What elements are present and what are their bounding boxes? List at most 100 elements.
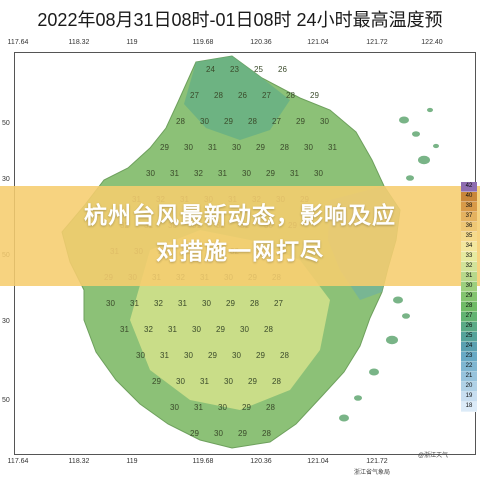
temperature-value: 30 [314,169,323,178]
temperature-value: 32 [194,169,203,178]
legend-swatch: 33 [461,252,477,262]
temperature-value: 30 [192,325,201,334]
top-longitude-axis: 117.64 118.32 119 119.68 120.36 121.04 1… [0,39,480,51]
temperature-value: 30 [232,143,241,152]
lon-tick-label: 122.40 [421,39,443,46]
temperature-value: 26 [238,91,247,100]
temperature-value: 30 [214,429,223,438]
temperature-value: 23 [230,65,239,74]
temperature-value: 25 [254,65,263,74]
temperature-value: 30 [304,143,313,152]
headline-line-1: 杭州台风最新动态，影响及应 [84,203,396,229]
temperature-value: 31 [290,169,299,178]
temperature-value: 27 [190,91,199,100]
legend-swatch: 28 [461,302,477,312]
lon-tick-label: 119.68 [192,458,214,465]
island-shape [433,143,439,149]
headline-banner [0,186,480,286]
temperature-value: 29 [242,403,251,412]
island-shape [339,414,349,422]
temperature-value: 29 [160,143,169,152]
temperature-value: 30 [184,143,193,152]
temperature-value: 31 [170,169,179,178]
temperature-value: 31 [160,351,169,360]
temperature-value: 28 [280,351,289,360]
legend-swatch: 40 [461,192,477,202]
island-shape [402,313,410,319]
lon-tick-label: 121.72 [366,458,388,465]
lat-tick-label: 50 [2,120,10,127]
temperature-value: 31 [200,377,209,386]
legend-swatch: 34 [461,242,477,252]
temperature-value: 28 [176,117,185,126]
temperature-value: 24 [206,65,215,74]
temperature-value: 29 [216,325,225,334]
temperature-value: 30 [242,169,251,178]
temperature-value: 28 [264,325,273,334]
lon-tick-label: 118.32 [68,39,90,46]
temperature-value: 29 [256,143,265,152]
temperature-value: 29 [152,377,161,386]
temperature-value: 31 [194,403,203,412]
temperature-value: 29 [266,169,275,178]
temperature-value: 30 [232,351,241,360]
lon-tick-label: 120.36 [250,458,272,465]
temperature-value: 30 [176,377,185,386]
cool-north-region [184,56,290,140]
legend-swatch: 18 [461,402,477,412]
legend-swatch: 36 [461,222,477,232]
island-shape [393,296,403,304]
temperature-value: 28 [272,377,281,386]
temperature-value: 31 [130,299,139,308]
temperature-value: 29 [256,351,265,360]
island-shape [412,131,420,137]
temperature-value: 32 [144,325,153,334]
temperature-value: 30 [106,299,115,308]
temperature-value: 27 [262,91,271,100]
legend-swatch: 29 [461,292,477,302]
temperature-value: 30 [320,117,329,126]
lon-tick-label: 120.36 [250,39,272,46]
temperature-value: 28 [248,117,257,126]
map-title: 2022年08月31日08时-01日08时 24小时最高温度预 [37,10,443,30]
temperature-value: 31 [168,325,177,334]
temperature-value: 28 [286,91,295,100]
lon-tick-label: 117.64 [7,39,29,46]
island-shape [369,368,379,376]
lon-tick-label: 119 [126,458,138,465]
temperature-value: 28 [250,299,259,308]
temperature-value: 31 [218,169,227,178]
lat-tick-label: 50 [2,397,10,404]
temperature-value: 27 [272,117,281,126]
temperature-value: 29 [226,299,235,308]
temperature-value: 29 [238,429,247,438]
lon-tick-label: 119.68 [192,39,214,46]
watermark-label: @浙江天气 [418,453,449,459]
temperature-value: 31 [208,143,217,152]
temperature-value: 32 [154,299,163,308]
temperature-value: 26 [278,65,287,74]
legend-swatch: 42 [461,182,477,192]
temperature-value: 27 [274,299,283,308]
temperature-value: 31 [178,299,187,308]
headline-line-2: 对措施一网打尽 [156,239,324,265]
temperature-value: 30 [224,377,233,386]
temperature-value: 29 [190,429,199,438]
temperature-value: 30 [184,351,193,360]
legend-swatch: 22 [461,362,477,372]
temperature-value: 30 [200,117,209,126]
temperature-value: 29 [310,91,319,100]
legend-swatch: 35 [461,232,477,242]
legend-swatch: 27 [461,312,477,322]
legend-swatch: 37 [461,212,477,222]
temperature-legend: 42 40 38 37 36 35 34 33 32 31 30 29 28 27 26 25 24 23 22 21… [461,182,477,412]
temperature-value: 31 [120,325,129,334]
lon-tick-label: 121.72 [366,39,388,46]
temperature-value: 29 [296,117,305,126]
temperature-value: 28 [266,403,275,412]
temperature-value: 30 [240,325,249,334]
temperature-value: 30 [136,351,145,360]
source-credit: 浙江省气象局 [354,470,391,476]
island-shape [399,116,409,124]
legend-swatch: 21 [461,372,477,382]
